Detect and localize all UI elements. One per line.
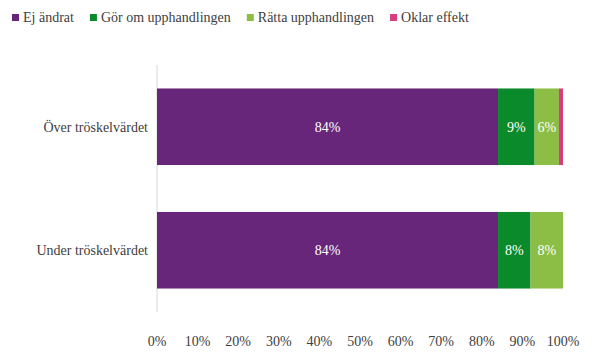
tick-label: 100% bbox=[547, 334, 580, 349]
tick-label: 50% bbox=[347, 334, 373, 349]
category-label: Över tröskelvärdet bbox=[43, 119, 148, 135]
value-axis: 0% 10% 20% 30% 40% 50% 60% 70% 80% 90% 100% bbox=[148, 334, 580, 349]
bar-segment bbox=[498, 212, 530, 289]
bar-segment bbox=[563, 212, 564, 289]
chart: Ej ändrat Gör om upphandlingen Rätta uppha… bbox=[0, 0, 600, 360]
bar-segment bbox=[157, 212, 498, 289]
category-axis: Över tröskelvärdet Under tröskelvärdet bbox=[36, 119, 148, 259]
bar-segment bbox=[531, 212, 563, 289]
bar-segment bbox=[535, 88, 559, 165]
tick-label: 10% bbox=[185, 334, 211, 349]
data-label: 8% bbox=[505, 243, 524, 258]
data-label: 8% bbox=[537, 243, 556, 258]
legend-label: Gör om upphandlingen bbox=[101, 10, 231, 25]
bars bbox=[157, 88, 563, 288]
legend-label: Oklar effekt bbox=[401, 10, 469, 25]
data-label: 84% bbox=[315, 120, 341, 135]
legend-swatch bbox=[12, 14, 19, 21]
category-label: Under tröskelvärdet bbox=[36, 243, 148, 258]
legend-swatch bbox=[90, 14, 97, 21]
tick-label: 80% bbox=[469, 334, 495, 349]
tick-label: 60% bbox=[388, 334, 414, 349]
tick-label: 90% bbox=[510, 334, 536, 349]
tick-label: 70% bbox=[428, 334, 454, 349]
tick-label: 20% bbox=[225, 334, 251, 349]
legend-label: Rätta upphandlingen bbox=[258, 10, 374, 25]
legend: Ej ändrat Gör om upphandlingen Rätta uppha… bbox=[12, 10, 469, 25]
legend-swatch bbox=[247, 14, 254, 21]
tick-label: 0% bbox=[148, 334, 167, 349]
data-labels: 84% 9% 6% 84% 8% 8% bbox=[315, 120, 557, 259]
bar-segment bbox=[498, 88, 535, 165]
bar-segment bbox=[559, 88, 563, 165]
legend-swatch bbox=[390, 14, 397, 21]
data-label: 6% bbox=[537, 120, 556, 135]
data-label: 84% bbox=[315, 243, 341, 258]
legend-label: Ej ändrat bbox=[23, 10, 74, 25]
tick-label: 30% bbox=[266, 334, 292, 349]
tick-label: 40% bbox=[307, 334, 333, 349]
bar-segment bbox=[157, 88, 498, 165]
data-label: 9% bbox=[507, 120, 526, 135]
